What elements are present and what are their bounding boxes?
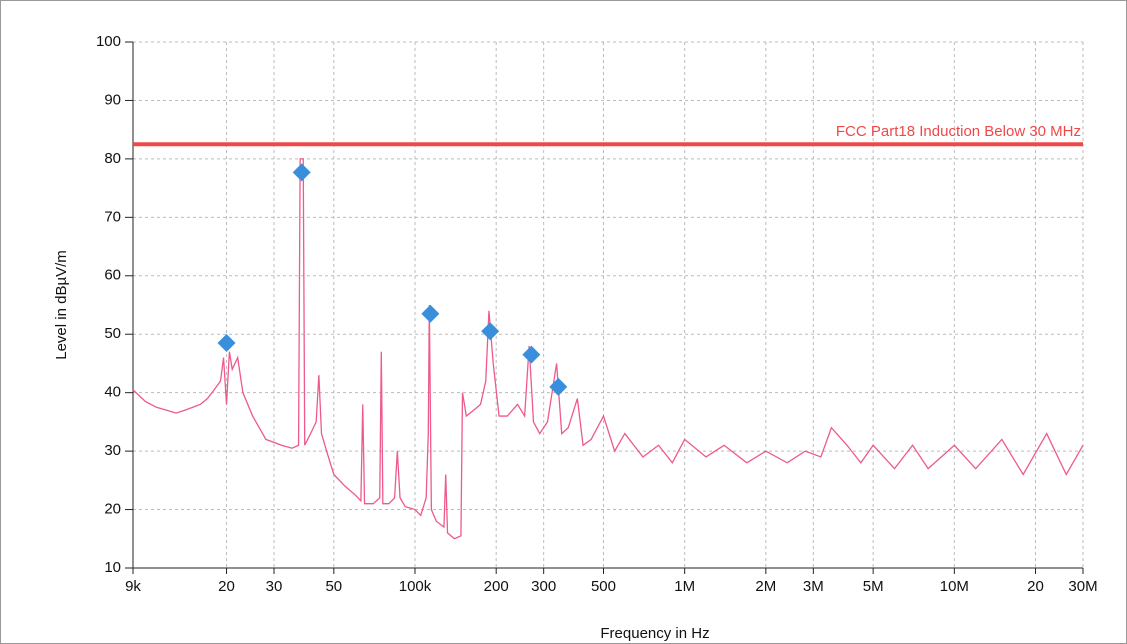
x-tick-label: 10M [940, 578, 969, 595]
x-tick-label: 20 [218, 578, 235, 595]
y-tick-label: 50 [104, 325, 121, 342]
y-tick-label: 100 [96, 33, 121, 50]
peak-marker [549, 377, 568, 396]
x-axis-label: Frequency in Hz [600, 625, 709, 642]
x-tick-label: 20 [1027, 578, 1044, 595]
trace [132, 158, 1084, 540]
x-tick-label: 3M [803, 578, 824, 595]
y-tick-label: 80 [104, 150, 121, 167]
x-tick-label: 1M [674, 578, 695, 595]
y-tick-label: 20 [104, 501, 121, 518]
x-tick-label: 200 [484, 578, 509, 595]
x-tick-label: 5M [863, 578, 884, 595]
x-tick-label: 9k [125, 578, 141, 595]
x-tick-label: 300 [531, 578, 556, 595]
y-tick-label: 40 [104, 384, 121, 401]
y-axis-label: Level in dBµV/m [53, 250, 70, 360]
peak-marker [421, 304, 440, 323]
peak-marker [217, 333, 236, 352]
y-tick-label: 70 [104, 208, 121, 225]
x-tick-label: 30M [1068, 578, 1097, 595]
y-tick-label: 90 [104, 91, 121, 108]
limit-label: FCC Part18 Induction Below 30 MHz [836, 123, 1081, 140]
x-tick-label: 50 [325, 578, 342, 595]
x-tick-label: 100k [399, 578, 432, 595]
y-tick-label: 30 [104, 442, 121, 459]
peak-marker [481, 322, 500, 341]
y-tick-label: 60 [104, 267, 121, 284]
x-tick-label: 500 [591, 578, 616, 595]
peak-marker [292, 163, 311, 182]
y-tick-label: 10 [104, 559, 121, 576]
peak-marker [522, 345, 541, 364]
x-tick-label: 2M [755, 578, 776, 595]
x-tick-label: 30 [266, 578, 283, 595]
